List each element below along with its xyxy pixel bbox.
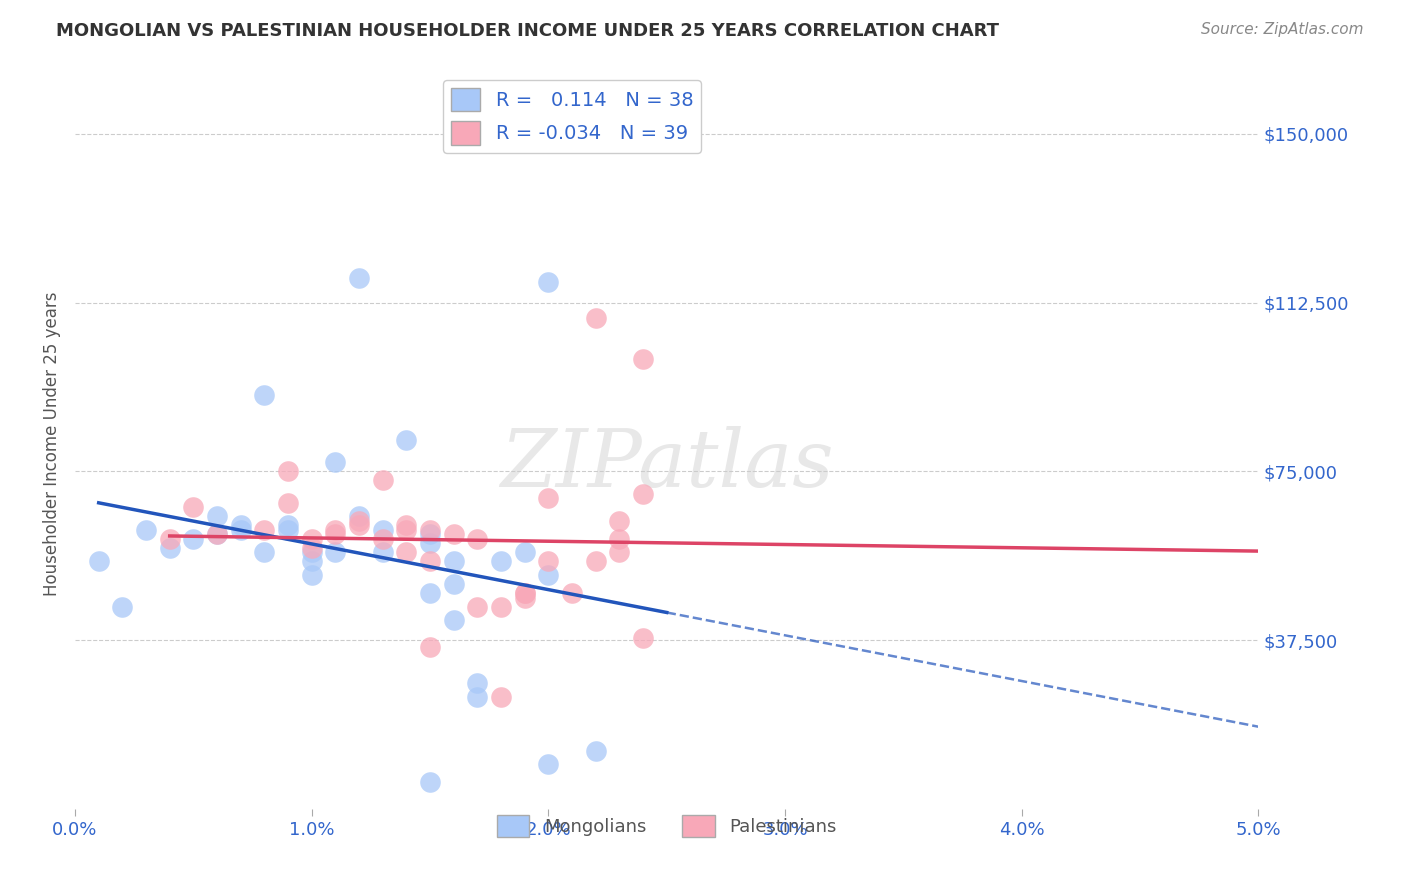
Point <box>183 500 205 515</box>
Point <box>513 545 536 559</box>
Point <box>111 599 134 614</box>
Point <box>443 613 465 627</box>
Point <box>631 487 654 501</box>
Point <box>537 491 560 506</box>
Point <box>419 775 441 789</box>
Point <box>609 514 631 528</box>
Point <box>347 518 370 533</box>
Point <box>135 523 157 537</box>
Point <box>253 523 276 537</box>
Point <box>205 509 228 524</box>
Point <box>371 545 394 559</box>
Point <box>301 541 323 555</box>
Text: ZIPatlas: ZIPatlas <box>501 426 834 504</box>
Text: MONGOLIAN VS PALESTINIAN HOUSEHOLDER INCOME UNDER 25 YEARS CORRELATION CHART: MONGOLIAN VS PALESTINIAN HOUSEHOLDER INC… <box>56 22 1000 40</box>
Point <box>419 554 441 568</box>
Y-axis label: Householder Income Under 25 years: Householder Income Under 25 years <box>44 291 60 596</box>
Point <box>419 640 441 654</box>
Point <box>513 586 536 600</box>
Point <box>513 591 536 605</box>
Point <box>277 465 299 479</box>
Point <box>159 532 181 546</box>
Point <box>347 509 370 524</box>
Point <box>183 532 205 546</box>
Point <box>443 527 465 541</box>
Point <box>395 518 418 533</box>
Point <box>277 496 299 510</box>
Point <box>419 527 441 541</box>
Point <box>371 532 394 546</box>
Point <box>585 554 607 568</box>
Point <box>347 514 370 528</box>
Point <box>537 554 560 568</box>
Point <box>325 545 347 559</box>
Point <box>467 676 489 690</box>
Point <box>419 586 441 600</box>
Point <box>277 518 299 533</box>
Point <box>419 536 441 550</box>
Point <box>229 523 252 537</box>
Point <box>467 599 489 614</box>
Point <box>537 275 560 289</box>
Point <box>419 523 441 537</box>
Point <box>229 518 252 533</box>
Point <box>325 523 347 537</box>
Point <box>277 523 299 537</box>
Point <box>443 577 465 591</box>
Point <box>585 743 607 757</box>
Point <box>253 388 276 402</box>
Point <box>585 311 607 326</box>
Point <box>301 532 323 546</box>
Point <box>395 433 418 447</box>
Point <box>631 351 654 366</box>
Point <box>159 541 181 555</box>
Point <box>253 545 276 559</box>
Point <box>347 270 370 285</box>
Point <box>325 527 347 541</box>
Point <box>467 532 489 546</box>
Point <box>631 631 654 645</box>
Point <box>301 568 323 582</box>
Point <box>489 554 512 568</box>
Point <box>609 545 631 559</box>
Point <box>395 545 418 559</box>
Point <box>371 523 394 537</box>
Point <box>87 554 110 568</box>
Point <box>513 586 536 600</box>
Point <box>537 757 560 772</box>
Point <box>205 527 228 541</box>
Point <box>371 474 394 488</box>
Point <box>609 532 631 546</box>
Point <box>537 568 560 582</box>
Point <box>561 586 583 600</box>
Point <box>443 554 465 568</box>
Point <box>489 599 512 614</box>
Point <box>301 545 323 559</box>
Point <box>301 554 323 568</box>
Point <box>467 690 489 704</box>
Point <box>205 527 228 541</box>
Point <box>325 455 347 469</box>
Legend: Mongolians, Palestinians: Mongolians, Palestinians <box>489 807 844 844</box>
Point <box>489 690 512 704</box>
Point <box>395 523 418 537</box>
Text: Source: ZipAtlas.com: Source: ZipAtlas.com <box>1201 22 1364 37</box>
